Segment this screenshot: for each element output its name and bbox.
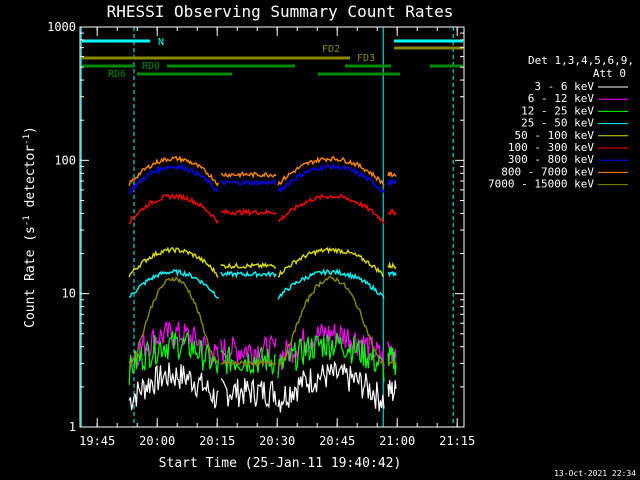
legend-label: 3 - 6 keV — [534, 80, 594, 93]
x-tick-label: 20:15 — [199, 434, 235, 448]
legend-label: 800 - 7000 keV — [501, 165, 594, 178]
flag-label-rd6: RD6 — [108, 69, 126, 80]
x-tick-label: 21:15 — [439, 434, 475, 448]
legend-header-2: Att 0 — [593, 67, 626, 80]
legend-label: 50 - 100 keV — [515, 129, 595, 142]
legend-label: 12 - 25 keV — [521, 104, 594, 117]
series-line — [128, 193, 397, 225]
series-line — [128, 275, 397, 369]
x-tick-label: 20:30 — [259, 434, 295, 448]
legend-label: 6 - 12 keV — [528, 92, 595, 105]
flag-label-rd0: RD0 — [142, 61, 160, 72]
x-axis-label: Start Time (25-Jan-11 19:40:42) — [159, 456, 402, 471]
series-line — [128, 360, 397, 413]
series-line — [129, 267, 397, 300]
legend-label: 100 - 300 keV — [508, 141, 594, 154]
series-line — [128, 331, 397, 386]
legend-label: 300 - 800 keV — [508, 153, 594, 166]
series-line — [128, 162, 397, 195]
x-tick-label: 19:45 — [79, 434, 115, 448]
y-axis: 1 10 100 1000 — [47, 20, 464, 434]
x-tick-label: 21:00 — [379, 434, 415, 448]
series-line — [128, 155, 397, 187]
x-tick-label: 20:00 — [139, 434, 175, 448]
timestamp: 13-Oct-2021 22:34 — [554, 469, 636, 478]
y-tick-label: 10 — [62, 287, 76, 301]
y-tick-label: 1 — [69, 420, 76, 434]
plot-area: N FD2 FD3 RD0 RD6 — [80, 27, 463, 427]
flag-label-fd2: FD2 — [322, 44, 340, 55]
legend-label: 25 - 50 keV — [521, 117, 594, 130]
chart-title: RHESSI Observing Summary Count Rates — [107, 2, 454, 21]
series-line — [128, 246, 397, 278]
y-tick-label: 1000 — [47, 20, 76, 34]
x-axis: 19:45 20:00 20:15 20:30 20:45 21:00 21:15 — [79, 27, 475, 448]
flag-label-n: N — [158, 37, 164, 48]
y-axis-label: Count Rate (s-1 detector-1) — [22, 126, 38, 328]
legend-label: 7000 - 15000 keV — [488, 178, 594, 191]
x-tick-label: 20:45 — [319, 434, 355, 448]
plot-frame — [79, 26, 465, 428]
flag-label-fd3: FD3 — [357, 53, 375, 64]
y-tick-label: 100 — [54, 153, 76, 167]
legend-header-1: Det 1,3,4,5,6,9, — [528, 54, 634, 67]
